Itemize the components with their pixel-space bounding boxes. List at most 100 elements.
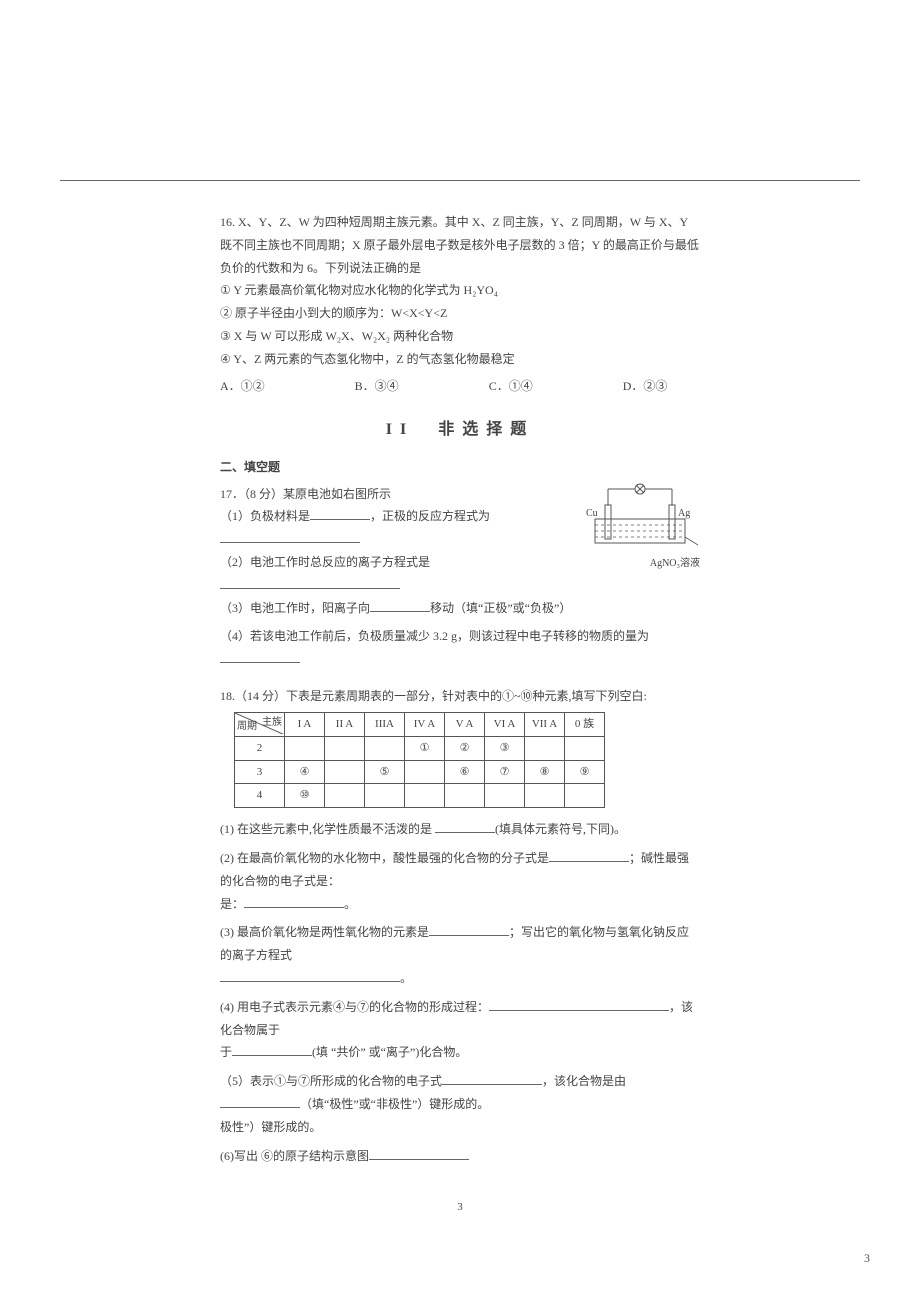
question-18: 18.（14 分）下表是元素周期表的一部分，针对表中的①~⑩种元素,填写下列空白… <box>220 685 700 1168</box>
circuit-diagram: Cu Ag AgNO₃溶液 <box>580 483 700 573</box>
ptable-row-3: 3 ④ ⑤ ⑥ ⑦ ⑧ ⑨ <box>235 760 605 784</box>
q18-p2: (2) 在最高价氧化物的水化物中，酸性最强的化合物的分子式是；碱性最强的化合物的… <box>220 847 700 915</box>
q17-blank-1a <box>310 508 370 520</box>
ptable-h-2: II A <box>325 712 365 736</box>
cell <box>405 760 445 784</box>
q17-blank-3 <box>370 600 430 612</box>
top-rule <box>60 180 860 181</box>
q18-blank-5a <box>442 1073 542 1085</box>
q16-s2: ② 原子半径由小到大的顺序为：W<X<Y<Z <box>220 302 700 325</box>
cell: ② <box>445 736 485 760</box>
ptable-corner-group: 主族 <box>262 713 282 732</box>
q16-stem: 16. X、Y、Z、W 为四种短周期主族元素。其中 X、Z 同主族，Y、Z 同周… <box>220 211 700 279</box>
q18-blank-3a <box>429 924 509 936</box>
q18-blank-2b <box>244 896 344 908</box>
cell <box>285 736 325 760</box>
cell <box>485 784 525 808</box>
q17-stem: 17．（8 分）某原电池如右图所示 <box>220 483 572 506</box>
question-17: 17．（8 分）某原电池如右图所示 （1）负极材料是 ，正极的反应方程式为 （2）… <box>220 483 700 671</box>
q18-stem: 18.（14 分）下表是元素周期表的一部分，针对表中的①~⑩种元素,填写下列空白… <box>220 685 700 708</box>
q18-blank-3b <box>220 970 400 982</box>
circuit-solution-label: AgNO₃溶液 <box>580 554 700 573</box>
cell <box>325 760 365 784</box>
q18-blank-5b <box>220 1096 300 1108</box>
cell <box>325 736 365 760</box>
q18-blank-1 <box>435 821 495 833</box>
q18-blank-6 <box>369 1148 469 1160</box>
ptable-h-6: VI A <box>485 712 525 736</box>
cell <box>525 784 565 808</box>
q18-blank-4b <box>232 1044 312 1056</box>
q17-part-1: （1）负极材料是 ，正极的反应方程式为 <box>220 505 572 551</box>
cell: ⑩ <box>285 784 325 808</box>
q17-blank-4 <box>220 651 300 663</box>
q16-s3: ③ X 与 W 可以形成 W₂X、W₂X₂ 两种化合物 <box>220 325 700 348</box>
cell <box>325 784 365 808</box>
cell <box>405 784 445 808</box>
q16-s1: ① Y 元素最高价氧化物对应水化物的化学式为 H₂YO₄ <box>220 279 700 302</box>
cell: ⑦ <box>485 760 525 784</box>
page-number-center: 3 <box>220 1197 700 1218</box>
q17-p1b: ，正极的反应方程式为 <box>370 509 490 523</box>
q17-p1a: （1）负极材料是 <box>220 509 310 523</box>
section-2-title: II 非选择题 <box>220 415 700 445</box>
q18-p4a: (4) 用电子式表示元素④与⑦的化合物的形成过程： <box>220 1000 489 1014</box>
q18-p1: (1) 在这些元素中,化学性质最不活泼的是 (填具体元素符号,下同)。 <box>220 818 700 841</box>
content-area: 16. X、Y、Z、W 为四种短周期主族元素。其中 X、Z 同主族，Y、Z 同周… <box>60 191 860 1238</box>
q18-p5: （5）表示①与⑦所形成的化合物的电子式 ，该化合物是由 （填“极性”或“非极性”）键… <box>220 1070 700 1138</box>
q18-p4: (4) 用电子式表示元素④与⑦的化合物的形成过程：，该化合物属于 于(填 “共价… <box>220 996 700 1064</box>
q16-opt-a: A．①② <box>220 375 265 398</box>
ptable-h-8: 0 族 <box>565 712 605 736</box>
cell <box>565 784 605 808</box>
q18-p3c: 。 <box>400 971 412 985</box>
q18-blank-2a <box>549 850 629 862</box>
q16-s4: ④ Y、Z 两元素的气态氢化物中，Z 的气态氢化物最稳定 <box>220 348 700 371</box>
q18-p5b: ，该化合物是由 <box>542 1074 626 1088</box>
circuit-right-label: Ag <box>678 504 690 523</box>
q18-p2a: (2) 在最高价氧化物的水化物中，酸性最强的化合物的分子式是 <box>220 851 549 865</box>
ptable-h-3: IIIA <box>365 712 405 736</box>
q17-blank-1b <box>220 531 360 543</box>
q17-blank-2 <box>220 577 400 589</box>
page-number-corner: 3 <box>864 1251 870 1266</box>
q17-part-3: （3）电池工作时，阳离子向 移动（填“正极”或“负极”） <box>220 597 700 620</box>
cell <box>365 784 405 808</box>
q18-p5a: （5）表示①与⑦所形成的化合物的电子式 <box>220 1074 442 1088</box>
periodic-table-fragment: 主族 周期 I A II A IIIA IV A V A VI A VII A … <box>234 712 605 809</box>
q18-p4c: (填 “共价” 或“离子”)化合物。 <box>312 1045 467 1059</box>
subsection-fill: 二、填空题 <box>220 456 700 479</box>
ptable-h-1: I A <box>285 712 325 736</box>
ptable-row-4: 4 ⑩ <box>235 784 605 808</box>
ptable-h-7: VII A <box>525 712 565 736</box>
q18-p6a: (6)写出 ⑥的原子结构示意图 <box>220 1149 369 1163</box>
q18-p5c: （填“极性”或“非极性”）键形成的。 <box>300 1097 489 1111</box>
ptable-row-2: 2 ① ② ③ <box>235 736 605 760</box>
ptable-h-5: V A <box>445 712 485 736</box>
q16-opt-b: B．③④ <box>355 375 399 398</box>
ptable-period-3: 3 <box>235 760 285 784</box>
q16-opt-c: C．①④ <box>489 375 533 398</box>
q17-part-4: （4）若该电池工作前后，负极质量减少 3.2 g，则该过程中电子转移的物质的量为 <box>220 625 700 671</box>
cell <box>525 736 565 760</box>
q18-p1a: (1) 在这些元素中,化学性质最不活泼的是 <box>220 822 435 836</box>
q17-p3a: （3）电池工作时，阳离子向 <box>220 601 370 615</box>
circuit-left-label: Cu <box>586 504 598 523</box>
cell: ⑧ <box>525 760 565 784</box>
cell <box>365 736 405 760</box>
ptable-h-4: IV A <box>405 712 445 736</box>
q18-p1b: (填具体元素符号,下同)。 <box>495 822 626 836</box>
cell <box>445 784 485 808</box>
q17-p3b: 移动（填“正极”或“负极”） <box>430 601 571 615</box>
question-16: 16. X、Y、Z、W 为四种短周期主族元素。其中 X、Z 同主族，Y、Z 同周… <box>220 211 700 397</box>
cell: ⑥ <box>445 760 485 784</box>
q18-p6: (6)写出 ⑥的原子结构示意图 <box>220 1145 700 1168</box>
cell: ③ <box>485 736 525 760</box>
q18-p3: (3) 最高价氧化物是两性氧化物的元素是；写出它的氧化物与氢氧化钠反应的离子方程… <box>220 921 700 989</box>
q16-opt-d: D．②③ <box>623 375 668 398</box>
ptable-period-2: 2 <box>235 736 285 760</box>
cell: ⑤ <box>365 760 405 784</box>
cell: ① <box>405 736 445 760</box>
q17-p4a: （4）若该电池工作前后，负极质量减少 3.2 g，则该过程中电子转移的物质的量为 <box>220 629 649 643</box>
cell: ⑨ <box>565 760 605 784</box>
q17-part-2: （2）电池工作时总反应的离子方程式是 <box>220 551 572 597</box>
